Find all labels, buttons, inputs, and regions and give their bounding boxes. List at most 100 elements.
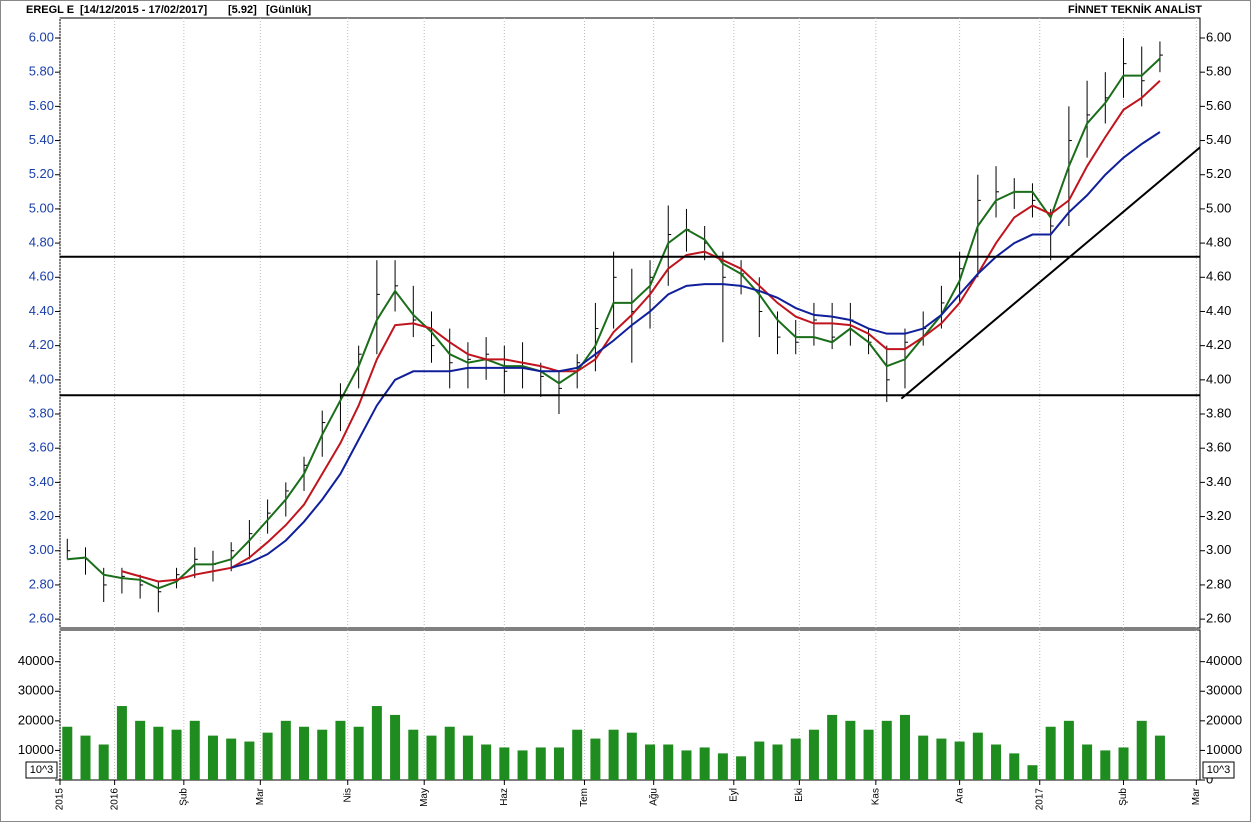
y-tick-label: 3.40 [29, 474, 54, 489]
y-tick-label: 5.80 [1206, 64, 1231, 79]
y-tick-label: 30000 [18, 683, 54, 698]
x-tick-label: Tem [579, 788, 590, 807]
y-tick-label: 5.20 [1206, 166, 1231, 181]
volume-bar [590, 738, 601, 780]
y-tick-label: 0 [1206, 771, 1213, 786]
y-tick-label: 5.00 [1206, 200, 1231, 215]
unit-box [25, 761, 58, 779]
x-tick-label: 2017 [1034, 788, 1045, 811]
y-tick-label: 3.20 [29, 508, 54, 523]
x-tick-label: 2015 [55, 788, 66, 811]
volume-bar [972, 732, 983, 780]
x-tick-label: Mar [1191, 787, 1202, 805]
symbol: EREGL E [26, 4, 74, 16]
volume-bar [1063, 720, 1074, 780]
y-tick-label: 4.20 [29, 337, 54, 352]
y-tick-label: 4.00 [29, 371, 54, 386]
volume-bar [1045, 726, 1056, 780]
moving-average [230, 131, 1161, 569]
x-tick-label: Haz [499, 788, 510, 806]
y-tick-label: 4.60 [1206, 269, 1231, 284]
volume-bar [1082, 744, 1093, 780]
volume-bar [371, 706, 382, 780]
y-tick-label: 4.80 [1206, 235, 1231, 250]
volume-bar [444, 726, 455, 780]
volume-bar [299, 726, 310, 780]
y-tick-label: 3.60 [1206, 440, 1231, 455]
y-tick-label: 5.20 [29, 166, 54, 181]
y-tick-label: 6.00 [1206, 29, 1231, 44]
volume-bar [353, 726, 364, 780]
volume-bar [626, 732, 637, 780]
x-tick-label: Eyl [728, 788, 739, 802]
y-tick-label: 3.80 [1206, 405, 1231, 420]
y-tick-label: 40000 [18, 653, 54, 668]
y-tick-label: 4.80 [29, 235, 54, 250]
y-tick-label: 6.00 [29, 29, 54, 44]
volume-bar [262, 732, 273, 780]
volume-bar [699, 747, 710, 780]
volume-bar [808, 729, 819, 780]
volume-bar [189, 720, 200, 780]
volume-bar [1027, 765, 1038, 780]
volume-bar [1136, 720, 1147, 780]
y-tick-label: 4.40 [1206, 303, 1231, 318]
volume-bar [954, 741, 965, 780]
y-tick-label: 10000 [18, 742, 54, 757]
volume-bar [736, 756, 747, 780]
volume-bar [317, 729, 328, 780]
volume-bar [645, 744, 656, 780]
y-tick-label: 4.60 [29, 269, 54, 284]
y-tick-label: 5.00 [29, 200, 54, 215]
volume-bar [717, 753, 728, 780]
y-tick-label: 30000 [1206, 683, 1242, 698]
y-tick-label: 2.80 [29, 576, 54, 591]
y-tick-label: 2.60 [1206, 611, 1231, 626]
volume-bar [426, 735, 437, 780]
y-tick-label: 20000 [18, 712, 54, 727]
y-tick-label: 3.20 [1206, 508, 1231, 523]
volume-bar [991, 744, 1002, 780]
y-tick-label: 2.80 [1206, 576, 1231, 591]
y-tick-label: 4.40 [29, 303, 54, 318]
volume-bar [62, 726, 73, 780]
volume-bar [1154, 735, 1165, 780]
x-tick-label: Ağu [648, 788, 659, 806]
volume-bar [754, 741, 765, 780]
y-tick-label: 20000 [1206, 712, 1242, 727]
y-tick-label: 3.80 [29, 405, 54, 420]
volume-bar [280, 720, 291, 780]
x-tick-label: Eki [794, 788, 805, 802]
y-tick-label: 5.80 [29, 64, 54, 79]
y-tick-label: 10000 [1206, 742, 1242, 757]
y-tick-label: 3.60 [29, 440, 54, 455]
volume-bar [153, 726, 164, 780]
volume-bar [171, 729, 182, 780]
last-price: [5.92] [228, 4, 257, 16]
volume-bar [790, 738, 801, 780]
volume-bar [918, 735, 929, 780]
volume-bar [553, 747, 564, 780]
price-panel [59, 17, 1201, 629]
volume-bar [481, 744, 492, 780]
volume-bar [1100, 750, 1111, 780]
volume-bar [207, 735, 218, 780]
x-tick-label: Şub [178, 788, 189, 806]
volume-bar [335, 720, 346, 780]
volume-bar [663, 744, 674, 780]
volume-bar [390, 714, 401, 780]
x-tick-label: Ara [954, 788, 965, 804]
moving-average [67, 57, 1161, 590]
y-tick-label: 5.40 [1206, 132, 1231, 147]
y-tick-label: 3.00 [1206, 542, 1231, 557]
volume-bar [80, 735, 91, 780]
y-tick-label: 3.00 [29, 542, 54, 557]
volume-bar [772, 744, 783, 780]
volume-bar [899, 714, 910, 780]
y-tick-label: 5.60 [1206, 98, 1231, 113]
volume-bar [226, 738, 237, 780]
volume-bar [608, 729, 619, 780]
trend-line [900, 146, 1201, 400]
volume-bar [681, 750, 692, 780]
